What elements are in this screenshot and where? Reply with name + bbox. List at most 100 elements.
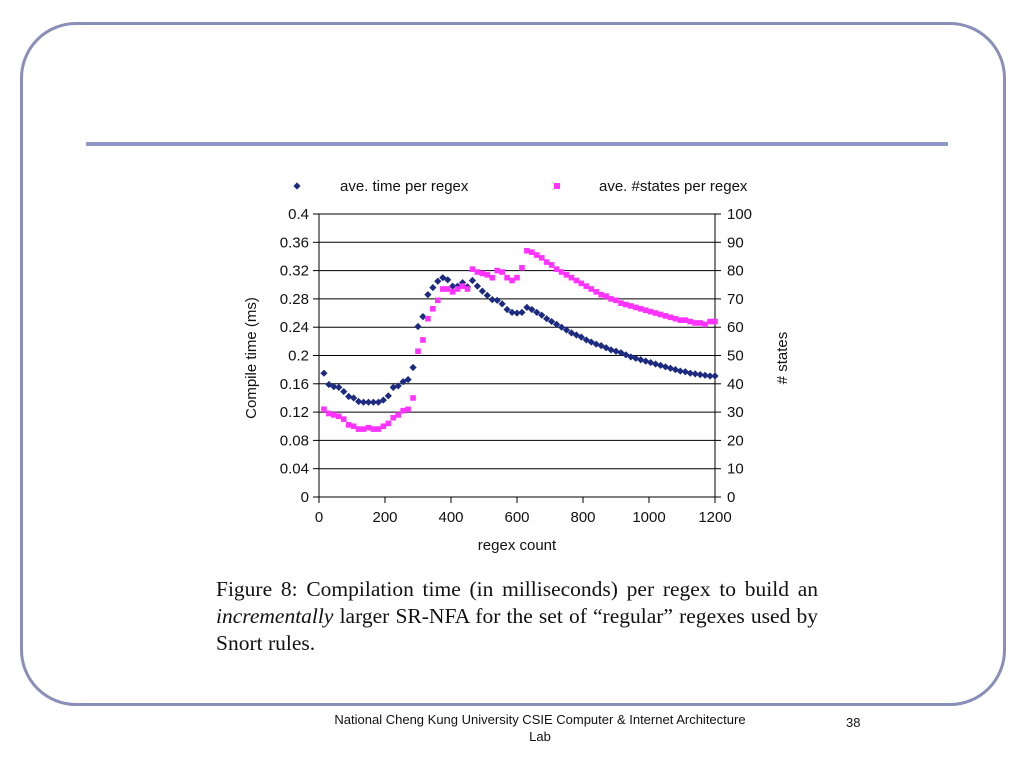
states-point — [529, 249, 535, 256]
caption-part1: Figure 8: Compilation time (in milliseco… — [216, 577, 818, 601]
states-point — [410, 395, 416, 401]
states-point — [331, 412, 337, 418]
right-tick-label: 100 — [727, 206, 752, 223]
states-point — [692, 320, 698, 326]
time-point — [350, 394, 358, 402]
states-point — [712, 318, 718, 325]
time-point — [656, 361, 665, 370]
time-point — [508, 308, 516, 316]
states-point — [563, 272, 570, 278]
states-point — [489, 274, 496, 281]
states-point — [588, 286, 595, 292]
time-point — [355, 397, 363, 406]
states-point — [524, 247, 530, 254]
states-point — [618, 300, 624, 306]
states-point — [573, 277, 580, 284]
states-point — [677, 317, 684, 323]
states-point — [375, 426, 382, 432]
states-point — [687, 318, 694, 325]
states-point — [657, 311, 664, 318]
time-point — [434, 277, 442, 285]
time-point — [602, 344, 610, 352]
time-point — [335, 383, 343, 391]
right-y-ticks: 0 10 20 30 40 50 60 70 80 90 100 — [715, 206, 752, 506]
right-tick-label: 40 — [727, 376, 744, 393]
left-tick-label: 0.36 — [280, 234, 309, 251]
time-point — [691, 370, 699, 378]
time-point — [359, 398, 368, 406]
time-point — [409, 363, 417, 372]
time-point — [701, 371, 709, 379]
states-point — [608, 296, 614, 302]
time-point — [369, 398, 378, 406]
states-point — [321, 406, 327, 413]
figure-caption: Figure 8: Compilation time (in milliseco… — [216, 576, 818, 657]
time-point — [706, 372, 714, 380]
states-point — [642, 307, 649, 314]
states-point — [623, 301, 629, 308]
states-point — [548, 262, 555, 268]
time-point — [642, 357, 650, 365]
time-point — [632, 354, 640, 362]
time-point — [577, 333, 585, 341]
time-point — [562, 326, 571, 334]
left-tick-label: 0.24 — [280, 319, 309, 336]
time-point — [503, 305, 511, 314]
right-tick-label: 50 — [727, 348, 744, 365]
right-tick-label: 10 — [727, 461, 744, 478]
right-tick-label: 70 — [727, 291, 744, 308]
states-point — [464, 286, 471, 292]
time-point — [468, 276, 477, 285]
time-point — [498, 300, 506, 308]
time-point — [473, 282, 481, 290]
states-point — [390, 414, 397, 421]
time-point — [414, 322, 422, 331]
time-point — [444, 276, 452, 284]
time-point — [533, 308, 541, 316]
right-tick-label: 30 — [727, 404, 744, 421]
time-point — [543, 315, 551, 323]
time-point — [488, 296, 496, 304]
grid-lines — [319, 213, 715, 470]
time-point — [419, 312, 427, 321]
x-tick-label: 400 — [438, 509, 463, 526]
time-point — [548, 317, 556, 326]
series-time-markers — [320, 274, 719, 406]
time-point — [454, 282, 462, 290]
time-point — [557, 323, 566, 331]
states-point — [682, 317, 689, 323]
series-states-markers — [321, 247, 718, 432]
states-point — [484, 272, 491, 278]
states-point — [420, 337, 426, 343]
states-point — [336, 413, 342, 420]
caption-part2: larger SR-NFA for the set of “regular” r… — [216, 604, 818, 655]
title-rule — [86, 142, 948, 146]
states-point — [593, 289, 599, 295]
time-point — [686, 369, 694, 377]
states-point — [702, 321, 708, 328]
time-point — [483, 291, 491, 299]
states-point — [697, 320, 703, 326]
states-point — [430, 306, 436, 312]
time-point — [696, 371, 704, 379]
left-tick-label: 0.4 — [288, 206, 309, 223]
right-tick-label: 0 — [727, 489, 735, 506]
time-point — [652, 360, 660, 368]
x-ticks: 0 200 400 600 800 1000 1200 — [315, 497, 732, 526]
legend-square-marker — [554, 183, 560, 189]
states-point — [538, 255, 545, 261]
time-point — [364, 398, 373, 406]
time-point — [666, 364, 675, 372]
time-point — [627, 353, 635, 361]
time-point — [478, 287, 486, 295]
time-point — [429, 283, 437, 292]
states-point — [365, 424, 372, 431]
states-point — [613, 297, 619, 304]
time-point — [528, 305, 536, 314]
states-point — [578, 280, 585, 287]
left-tick-label: 0.32 — [280, 263, 309, 280]
states-point — [568, 274, 575, 281]
states-point — [633, 304, 639, 311]
legend: ave. time per regex ave. #states per rege… — [293, 178, 748, 195]
states-point — [509, 277, 515, 284]
